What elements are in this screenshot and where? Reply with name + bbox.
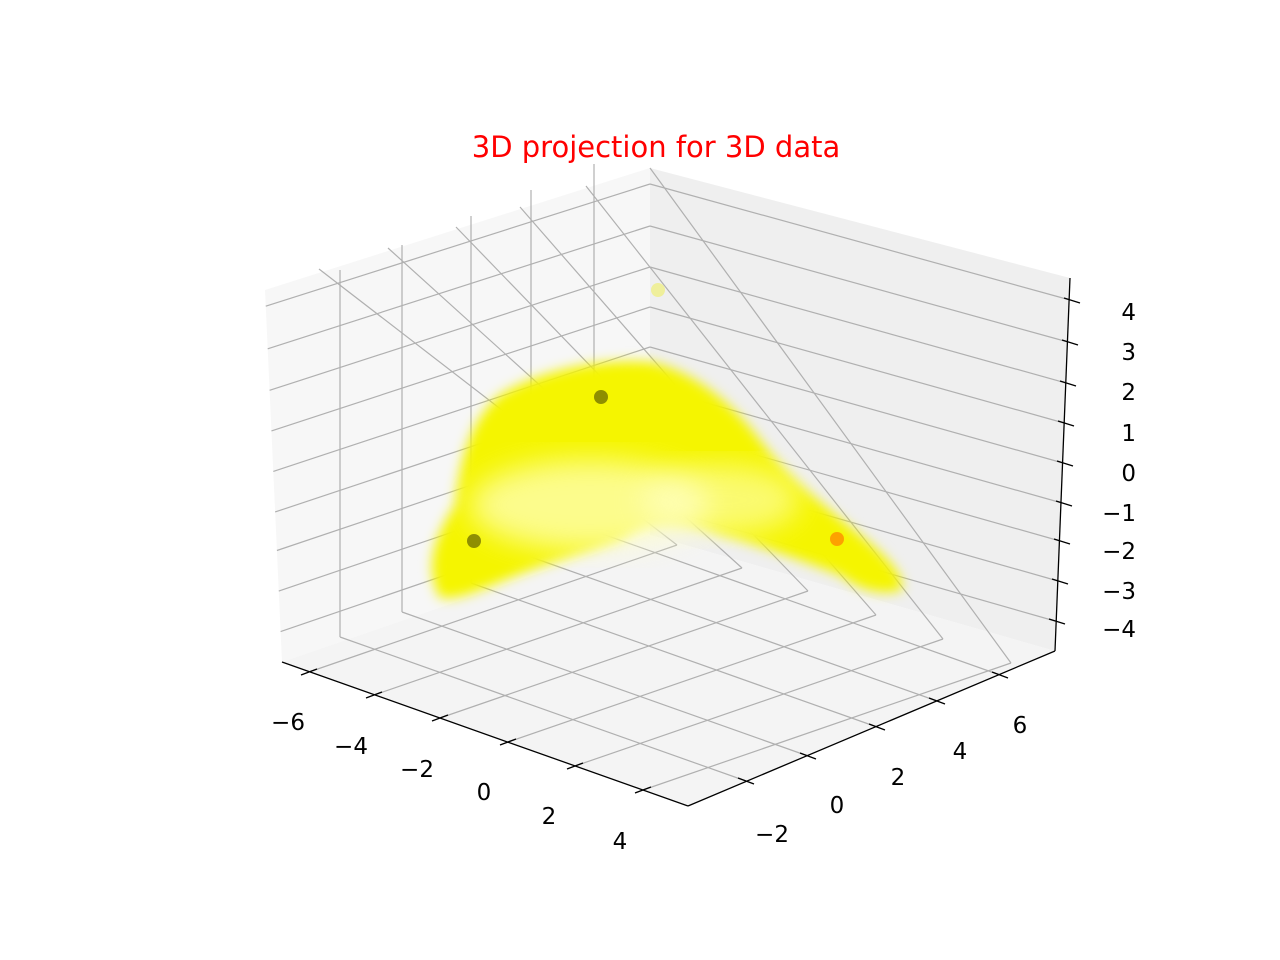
grid-line — [373, 567, 743, 696]
x-tick-label: −6 — [271, 710, 305, 736]
z-tick-label: −1 — [1102, 501, 1136, 527]
y-axis-line — [687, 650, 1056, 807]
grid-line — [649, 225, 1069, 343]
grid-line — [308, 544, 678, 673]
grid-line — [269, 266, 651, 391]
grid-line — [649, 167, 1012, 664]
y-tick-label: 0 — [830, 793, 845, 819]
point-cloud-light-core — [470, 460, 710, 550]
grid-line — [593, 530, 1001, 676]
z-axis-tick — [1057, 420, 1075, 427]
z-axis-tick — [1063, 297, 1081, 304]
grid-line — [507, 614, 877, 743]
grid-line — [439, 590, 809, 719]
z-tick-label: 3 — [1121, 340, 1136, 366]
grid-line — [574, 638, 944, 767]
x-axis-tick — [499, 738, 517, 746]
x-axis-tick — [300, 668, 318, 676]
grid-line — [267, 225, 651, 350]
z-tick-label: −3 — [1102, 579, 1136, 605]
highlight-point — [651, 283, 665, 297]
y-axis-tick — [991, 671, 1009, 679]
grid-line — [401, 611, 809, 757]
z-tick-label: −4 — [1102, 617, 1136, 643]
axis-ticks — [300, 297, 1081, 794]
x-axis-line — [281, 661, 689, 807]
z-tick-label: 1 — [1121, 421, 1136, 447]
y-tick-label: −2 — [755, 822, 789, 848]
x-tick-label: 2 — [542, 804, 557, 830]
grid-line — [642, 662, 1012, 791]
y-axis-tick — [928, 697, 946, 705]
z-axis-tick — [1048, 618, 1066, 625]
floor-pane — [282, 535, 1055, 806]
x-tick-label: −4 — [334, 734, 368, 760]
x-axis-tick — [365, 691, 383, 699]
axis-tick-labels: −6 −4 −2 0 2 4 −2 0 2 4 6 −4 −3 −2 −1 0 1 2 3 4 — [271, 300, 1136, 855]
y-tick-label: 2 — [891, 765, 906, 791]
x-axis-tick — [431, 714, 449, 722]
z-axis-tick — [1061, 339, 1079, 346]
z-axis-tick — [1053, 538, 1071, 545]
z-tick-label: 4 — [1121, 300, 1136, 326]
x-tick-label: 0 — [477, 780, 492, 806]
grid-line — [649, 306, 1065, 424]
z-axis-line — [1054, 277, 1071, 652]
grid-line — [470, 582, 878, 728]
grid-line — [649, 183, 1071, 301]
grid-line — [265, 183, 651, 307]
grid-line — [649, 266, 1067, 384]
z-axis-tick — [1051, 578, 1069, 585]
y-tick-label: 6 — [1013, 713, 1028, 739]
x-tick-label: −2 — [400, 757, 434, 783]
z-axis-tick — [1059, 380, 1077, 387]
grid-line — [339, 636, 747, 782]
grid-line — [530, 556, 938, 702]
point-cloud — [432, 361, 903, 599]
z-axis-tick — [1056, 460, 1074, 467]
z-tick-label: 0 — [1121, 461, 1136, 487]
grid-line — [649, 346, 1064, 464]
highlight-point — [830, 532, 844, 546]
y-tick-label: 4 — [953, 739, 968, 765]
z-tick-label: 2 — [1121, 380, 1136, 406]
point-cloud-light-core — [640, 465, 800, 535]
z-axis-tick — [1055, 500, 1073, 507]
y-axis-tick — [868, 723, 886, 731]
highlight-point — [467, 534, 481, 548]
highlight-point — [594, 390, 608, 404]
y-axis-tick — [737, 777, 755, 785]
y-axis-tick — [799, 752, 817, 760]
grid-line — [271, 306, 651, 432]
x-axis-tick — [566, 762, 584, 770]
chart-title: 3D projection for 3D data — [472, 130, 840, 164]
x-axis-tick — [634, 786, 652, 794]
z-tick-label: −2 — [1102, 539, 1136, 565]
x-tick-label: 4 — [613, 829, 628, 855]
